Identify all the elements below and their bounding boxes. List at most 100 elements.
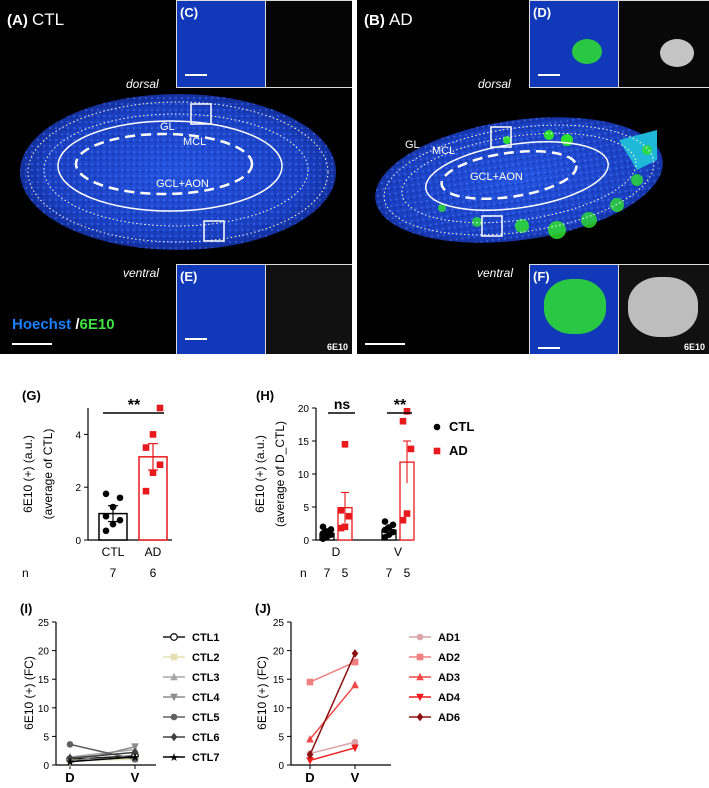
layer-mcl-label: MCL [183, 136, 207, 148]
j-y-tick-label: 10 [273, 704, 285, 715]
j-ylabel: 6E10 (+) (FC) [255, 656, 269, 730]
g-n-value: 6 [150, 566, 157, 580]
j-point-ad4-v [351, 744, 359, 753]
g-bar-ad [138, 456, 168, 541]
j-legend-label-ad3: AD3 [438, 672, 460, 684]
slash-separator: / [75, 316, 80, 333]
h-data-point [345, 512, 353, 520]
i-point-ctl6-d [66, 753, 74, 763]
panel-letter-f: (F) [533, 269, 550, 284]
h-significance-label-v: ** [394, 397, 407, 414]
j-point-ad6-v [351, 649, 359, 658]
j-y-tick-label: 15 [273, 675, 285, 686]
i-line-ctl3 [69, 748, 136, 758]
h-x-tick-label: V [394, 545, 402, 559]
j-legend-label-ad6: AD6 [438, 712, 460, 724]
i-line-ctl7 [69, 756, 136, 763]
j-legend-marker-ad4 [416, 693, 424, 702]
hoechst-label: Hoechst [12, 316, 72, 333]
j-legend-marker-ad2 [416, 653, 424, 661]
i-y-tick-label: 0 [43, 761, 49, 772]
h-legend-marker-ad [433, 447, 441, 455]
i-legend-marker-ctl3 [170, 672, 178, 681]
dorsal-label: dorsal [126, 77, 159, 91]
h-data-point [389, 528, 397, 536]
h-ylabel-line2: (average of D_CTL) [273, 421, 287, 527]
micrograph-panel-ad: (B) AD dorsal ventral GL MCL GCL+AON (D)… [357, 0, 709, 354]
g-data-point [149, 469, 157, 476]
h-data-point [341, 523, 349, 531]
h-data-point [337, 524, 345, 532]
h-y-tick-label: 0 [303, 536, 309, 547]
g-data-point [102, 512, 110, 520]
layer-gcl-label: GCL+AON [156, 178, 209, 190]
j-point-ad1-v [351, 738, 359, 746]
marker-label: 6E10 [79, 316, 115, 333]
olfactory-bulb-ad-image [375, 117, 663, 243]
panel-letter-h: (H) [256, 388, 274, 403]
scale-bar [538, 347, 560, 349]
layer-gl-label: GL [160, 121, 175, 133]
j-y-tick-label: 25 [273, 618, 285, 629]
h-data-point [341, 441, 349, 448]
h-data-point [319, 523, 327, 531]
i-y-tick-label: 20 [38, 647, 50, 658]
ventral-label: ventral [477, 266, 514, 280]
j-line-ad4 [309, 747, 356, 762]
i-legend-marker-ctl1 [170, 633, 178, 641]
i-y-tick-label: 25 [38, 618, 50, 629]
g-data-point [109, 520, 117, 528]
h-x-tick-label: D [332, 545, 341, 559]
g-data-point [116, 494, 124, 502]
h-data-point [337, 507, 345, 514]
h-ylabel-line1: 6E10 (+) (a.u.) [253, 435, 267, 513]
g-x-tick-label: CTL [102, 545, 125, 559]
j-point-ad4-d [306, 757, 314, 765]
i-legend-marker-ctl2 [170, 653, 178, 661]
i-legend-label-ctl7: CTL7 [192, 752, 220, 764]
g-y-tick-label: 4 [75, 430, 81, 441]
g-n-value: 7 [110, 566, 117, 580]
i-panel-letter: (I) [20, 601, 32, 616]
h-data-point [381, 518, 389, 525]
h-data-point [403, 408, 411, 415]
i-y-tick-label: 15 [38, 675, 50, 686]
i-line-ctl5 [69, 743, 136, 761]
j-line-ad1 [309, 741, 356, 755]
g-data-point [156, 404, 164, 412]
h-data-point [403, 510, 411, 517]
i-point-ctl4-v [131, 743, 139, 751]
marker-tag: 6E10 [326, 342, 348, 352]
i-point-ctl7-d: ★ [65, 757, 75, 769]
panel-letter-e-text: (E) [180, 269, 198, 284]
i-x-tick-label: V [131, 770, 140, 785]
layer-mcl-label: MCL [432, 145, 456, 157]
g-n-label: n [22, 566, 29, 580]
g-data-point [142, 487, 150, 495]
j-point-ad6-d [306, 750, 314, 760]
i-ylabel: 6E10 (+) (FC) [22, 656, 36, 730]
i-legend-marker-ctl7: ★ [169, 752, 179, 764]
j-y-tick-label: 5 [278, 732, 284, 743]
j-legend-label-ad2: AD2 [438, 652, 460, 664]
scale-bar [12, 343, 52, 345]
h-legend-label-ad: AD [449, 443, 468, 458]
scale-bar [185, 74, 207, 76]
g-ylabel-line2: (average of CTL) [41, 429, 55, 520]
j-legend-marker-ad6 [416, 712, 424, 722]
j-legend-label-ad1: AD1 [438, 632, 460, 644]
h-n-value: 7 [324, 566, 331, 580]
i-legend-label-ctl2: CTL2 [192, 652, 220, 664]
i-legend-label-ctl4: CTL4 [192, 692, 220, 704]
j-panel-letter: (J) [255, 601, 271, 616]
i-legend-label-ctl5: CTL5 [192, 712, 220, 724]
marker-tag: 6E10 [683, 342, 705, 352]
g-data-point [102, 490, 110, 498]
g-data-point [109, 503, 117, 511]
g-x-tick-label: AD [145, 545, 162, 559]
j-line-ad3 [309, 684, 356, 740]
h-data-point [399, 516, 407, 524]
j-x-tick-label: V [351, 770, 360, 785]
h-data-point [407, 445, 415, 453]
h-n-value: 7 [386, 566, 393, 580]
